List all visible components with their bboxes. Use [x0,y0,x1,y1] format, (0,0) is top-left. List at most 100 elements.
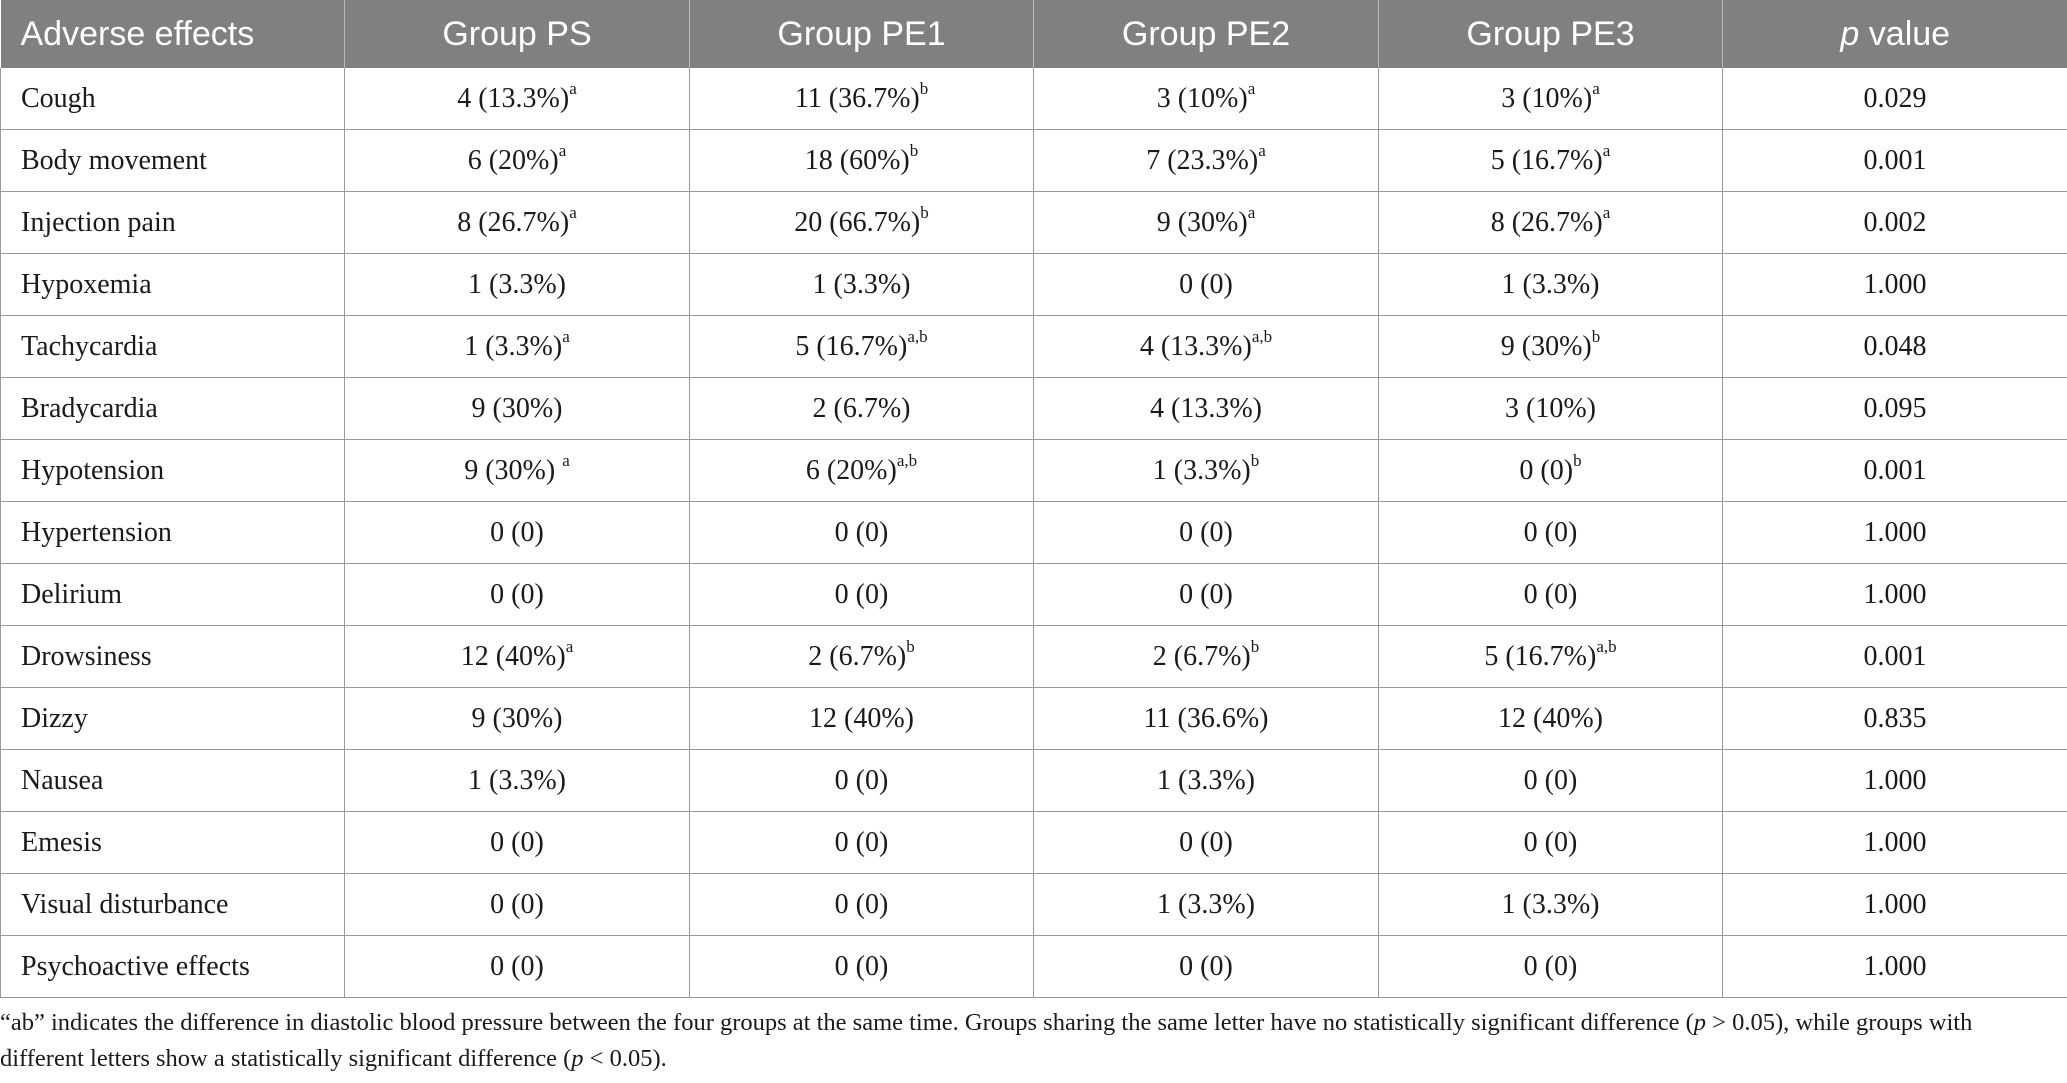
cell-value: 1 (3.3%) [1501,268,1600,300]
header-row: Adverse effects Group PS Group PE1 Group… [0,0,2067,68]
table-footnote: “ab” indicates the difference in diastol… [0,1005,2060,1077]
header-group-pe2: Group PE2 [1033,0,1379,68]
table-cell: 0 (0) [344,501,690,564]
table-cell: 12 (40%)a [344,625,690,688]
cell-value: 1 (3.3%) [1157,888,1255,920]
table-row: Dizzy 9 (30%) 12 (40%) 11 (36.6%) 12 (40%) 0.… [0,687,2067,750]
table-row: Bradycardia 9 (30%) 2 (6.7%) 4 (13.3%) 3 (10… [0,377,2067,440]
table-cell: 1 (3.3%) [344,749,690,812]
significance-superscript: a [562,451,570,471]
p-value-cell: 1.000 [1722,811,2067,874]
footnote-text-2: > 0.05), while groups with different let… [0,1009,1973,1072]
table-cell: 0 (0) [1033,563,1379,626]
header-p-value: p value [1722,0,2067,68]
cell-value: 0 (0) [490,888,544,920]
table-header: Adverse effects Group PS Group PE1 Group… [0,0,2067,68]
cell-value: 0 (0) [834,950,889,982]
row-label: Hypertension [0,501,345,564]
cell-value: 4 (13.3%) [1150,392,1262,424]
cell-value: 0 (0) [1523,826,1578,858]
cell-value: 8 (26.7%) [1490,206,1603,238]
header-adverse-effects: Adverse effects [0,0,345,68]
table-row: Drowsiness 12 (40%)a 2 (6.7%)b 2 (6.7%)b 5 (… [0,625,2067,688]
p-value-cell: 1.000 [1722,749,2067,812]
table-cell: 9 (30%)a [1033,191,1379,254]
p-value-cell: 0.095 [1722,377,2067,440]
significance-superscript: a [565,637,574,657]
p-value-cell: 1.000 [1722,563,2067,626]
cell-value: 12 (40%) [809,702,914,734]
cell-value: 0 (0) [490,826,544,858]
p-value-cell: 1.000 [1722,935,2067,998]
table-cell: 0 (0) [1033,253,1379,316]
table-cell: 0 (0) [1033,935,1379,998]
cell-value: 0 (0) [1179,950,1233,982]
cell-value: 1 (3.3%) [1152,454,1251,486]
table-cell: 9 (30%) [344,687,690,750]
row-label: Tachycardia [0,315,345,378]
table-cell: 1 (3.3%) [1378,253,1723,316]
table-cell: 0 (0) [689,873,1034,936]
table-cell: 3 (10%) [1378,377,1723,440]
table-cell: 4 (13.3%)a [344,68,690,130]
table-cell: 1 (3.3%) [1033,873,1379,936]
p-value-cell: 0.029 [1722,68,2067,130]
cell-value: 8 (26.7%) [457,206,570,238]
cell-value: 1 (3.3%) [468,764,566,796]
table-cell: 0 (0) [1378,749,1723,812]
footnote-p-2: p [571,1045,584,1072]
p-value-cell: 0.048 [1722,315,2067,378]
cell-value: 0 (0) [834,888,889,920]
cell-value: 5 (16.7%) [1490,144,1603,176]
cell-value: 6 (20%) [467,144,559,176]
table-cell: 6 (20%)a [344,129,690,192]
table-cell: 1 (3.3%) [1378,873,1723,936]
significance-superscript: a [1602,141,1611,161]
cell-value: 2 (6.7%) [1152,640,1251,672]
cell-value: 0 (0) [834,764,889,796]
footnote-text-3: < 0.05). [583,1045,667,1072]
p-value-cell: 1.000 [1722,873,2067,936]
significance-superscript: b [1250,637,1260,657]
table-cell: 2 (6.7%)b [1033,625,1379,688]
cell-value: 0 (0) [1179,578,1233,610]
row-label: Delirium [0,563,345,626]
header-value-word: value [1868,14,1951,53]
cell-value: 1 (3.3%) [468,268,566,300]
table-cell: 1 (3.3%) [1033,749,1379,812]
cell-value: 0 (0) [1523,516,1578,548]
footnote-text-1: “ab” indicates the difference in diastol… [0,1009,1694,1036]
significance-superscript: a [1247,79,1256,99]
table-cell: 0 (0) [689,811,1034,874]
cell-value: 18 (60%) [804,144,910,176]
table-row: Psychoactive effects 0 (0) 0 (0) 0 (0) 0 (0)… [0,935,2067,998]
row-label: Bradycardia [0,377,345,440]
table-cell: 1 (3.3%)a [344,315,690,378]
table-cell: 5 (16.7%)a,b [689,315,1034,378]
significance-superscript: a [569,79,577,99]
footnote-p-1: p [1693,1009,1707,1036]
table-cell: 3 (10%)a [1033,68,1379,130]
significance-superscript: b [919,79,929,99]
table-cell: 18 (60%)b [689,129,1034,192]
table-cell: 2 (6.7%) [689,377,1034,440]
cell-value: 1 (3.3%) [464,330,563,362]
cell-value: 4 (13.3%) [1139,330,1252,362]
header-p-letter: p [1840,14,1860,53]
table-row: Emesis 0 (0) 0 (0) 0 (0) 0 (0) 1.000 [0,811,2067,874]
table-cell: 11 (36.6%) [1033,687,1379,750]
significance-superscript: a,b [1596,637,1617,657]
table-cell: 0 (0) [1033,501,1379,564]
cell-value: 5 (16.7%) [1484,640,1597,672]
table-cell: 8 (26.7%)a [1378,191,1723,254]
significance-superscript: a [562,327,570,347]
table-cell: 0 (0) [344,563,690,626]
significance-superscript: a [1602,203,1611,223]
cell-value: 4 (13.3%) [457,82,570,114]
cell-value: 20 (66.7%) [794,206,921,238]
cell-value: 3 (10%) [1156,82,1248,114]
significance-superscript: b [909,141,919,161]
table-row: Delirium 0 (0) 0 (0) 0 (0) 0 (0) 1.000 [0,563,2067,626]
table-cell: 0 (0) [344,873,690,936]
row-label: Emesis [0,811,345,874]
